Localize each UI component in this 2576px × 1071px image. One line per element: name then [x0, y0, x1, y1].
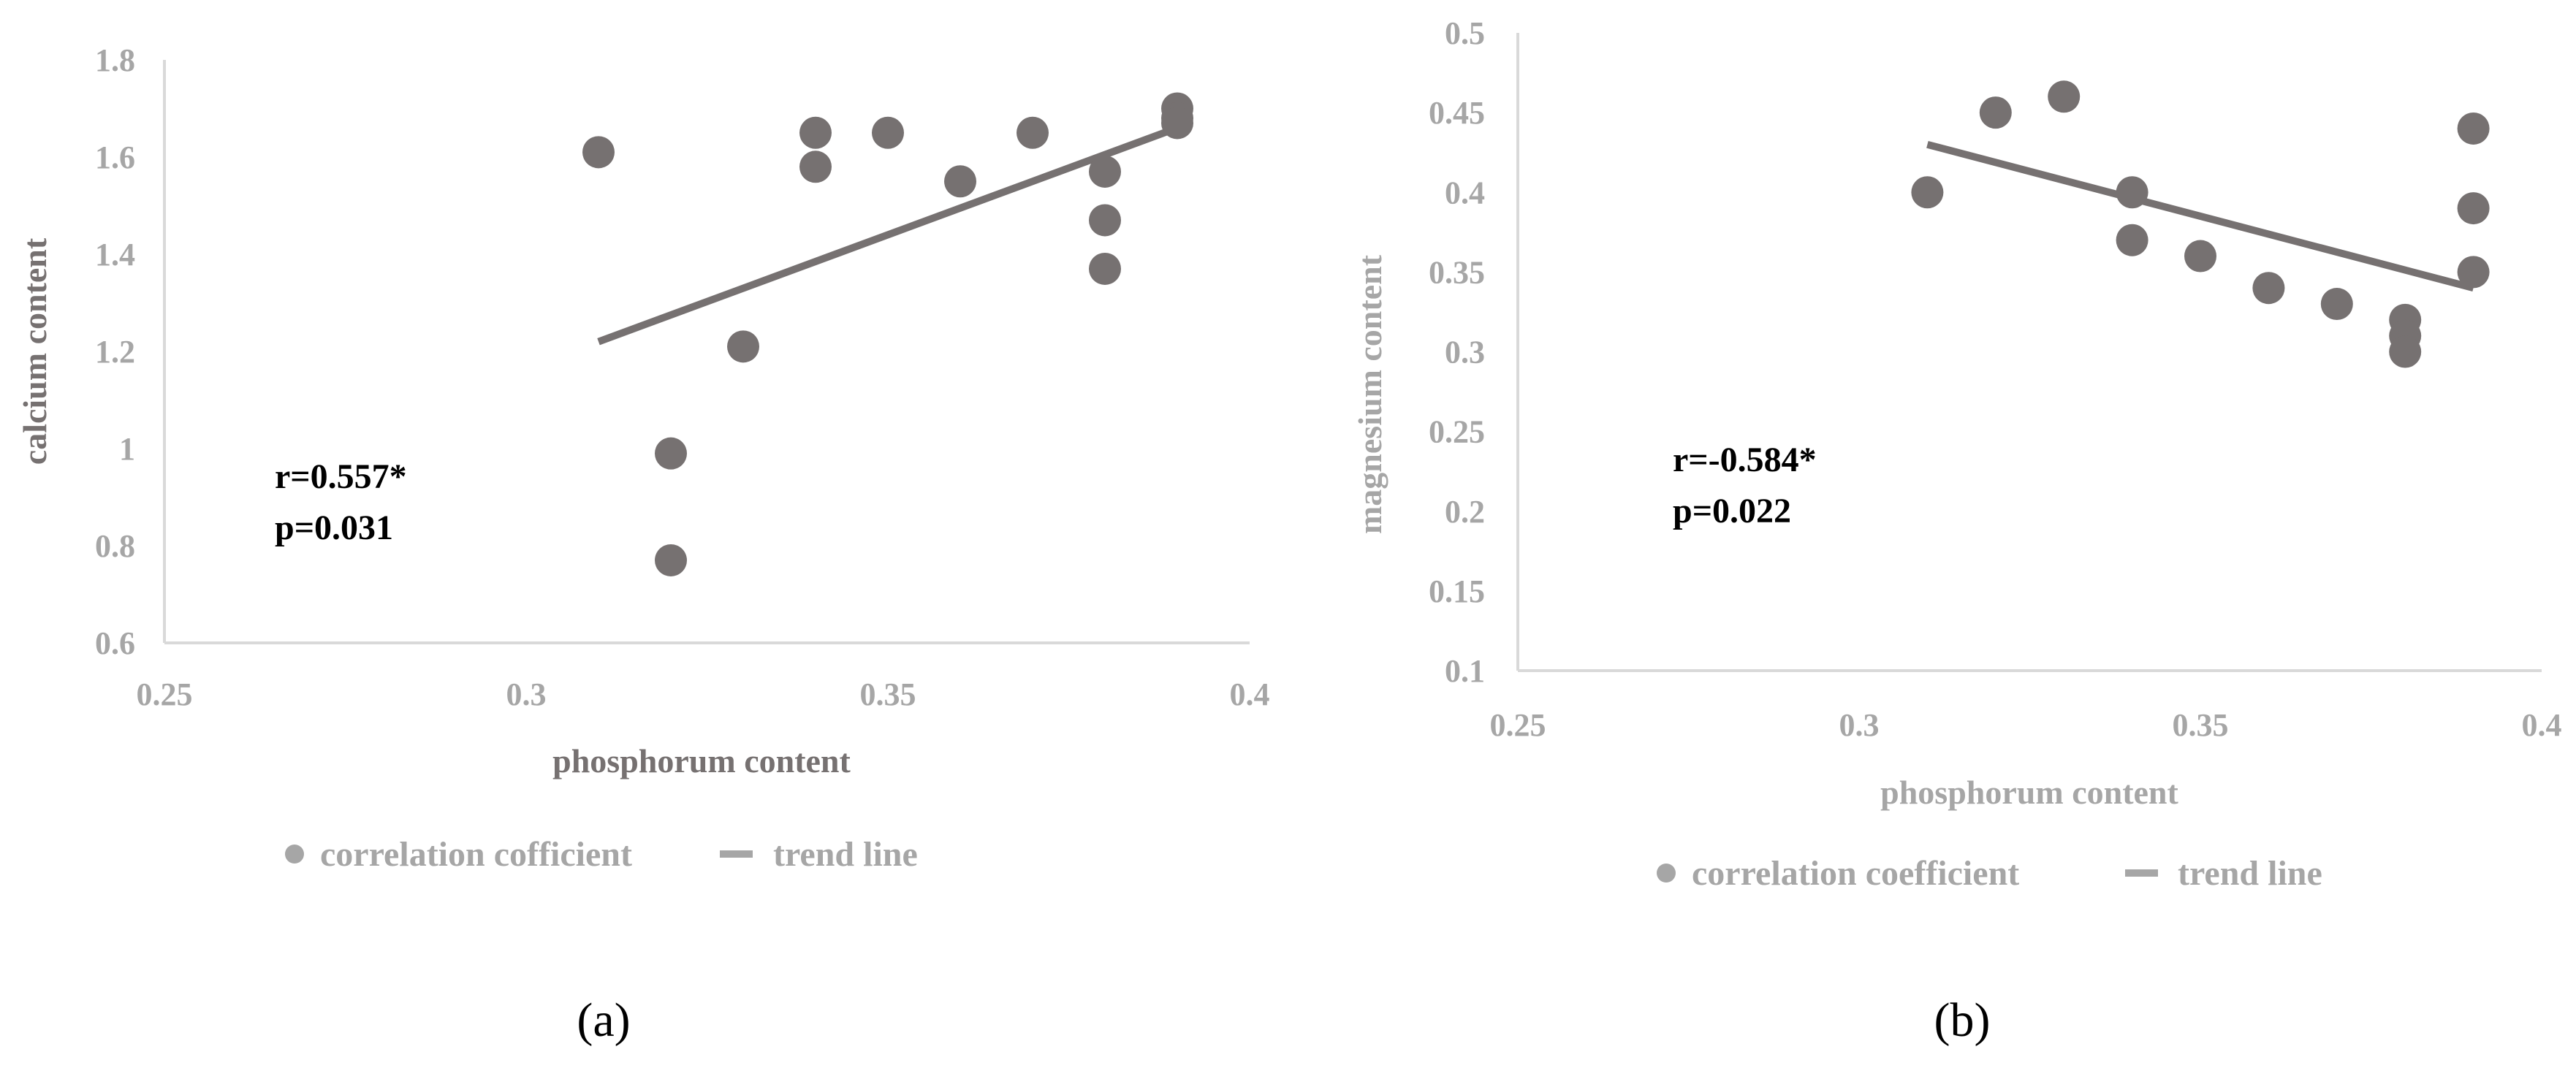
chart-b-y-tick-label: 0.15	[1429, 573, 1485, 609]
chart-b-y-tick-label: 0.5	[1445, 15, 1485, 51]
chart-a-r-value: r=0.557*	[275, 457, 407, 496]
chart-a-data-point	[799, 150, 832, 183]
chart-b-data-point	[2048, 80, 2081, 113]
chart-a-data-point	[582, 136, 615, 169]
chart-a-y-tick-label: 1.4	[95, 237, 135, 272]
chart-b-r-value: r=-0.584*	[1673, 441, 1817, 479]
chart-b-p-value: p=0.022	[1673, 492, 1791, 530]
chart-b-data-point	[1979, 96, 2012, 129]
chart-a-legend-points-label: correlation cofficient	[320, 835, 632, 874]
chart-a-legend-marker-points	[285, 845, 304, 864]
chart-a-p-value: p=0.031	[275, 508, 393, 547]
chart-b-data-point	[2252, 272, 2285, 305]
chart-a-x-tick-label: 0.4	[1230, 676, 1270, 712]
chart-b-data-point	[2116, 176, 2148, 209]
chart-a-y-tick-label: 1.2	[95, 334, 135, 370]
chart-a-data-point	[1089, 252, 1121, 285]
chart-b-x-tick-label: 0.3	[1839, 707, 1880, 743]
chart-a-y-tick-label: 1	[119, 431, 135, 467]
chart-a-data-point	[872, 116, 904, 149]
chart-a-data-point	[1089, 204, 1121, 237]
chart-b-y-tick-label: 0.25	[1429, 414, 1485, 450]
chart-a-data-point	[1161, 107, 1193, 140]
chart-a-y-tick-label: 0.6	[95, 625, 135, 661]
chart-b-data-point	[1911, 176, 1944, 209]
chart-a-trend-line-segment	[597, 124, 1179, 346]
chart-b-data-point	[2184, 240, 2216, 272]
chart-a-y-axis-title: calcium content	[16, 237, 53, 465]
chart-b-y-tick-label: 0.35	[1429, 254, 1485, 290]
chart-b-y-tick-label: 0.2	[1445, 494, 1485, 530]
chart-a-data-point	[655, 437, 687, 470]
chart-a-data-point	[727, 330, 759, 363]
chart-b-legend-marker-points	[1657, 864, 1676, 883]
chart-a-panel-label: (a)	[577, 994, 630, 1047]
chart-b-trend-line-segment	[1926, 140, 2474, 292]
chart-b-legend-trend-label: trend line	[2178, 854, 2322, 893]
chart-b-data-point	[2116, 224, 2148, 256]
chart-b-x-tick-label: 0.4	[2522, 707, 2562, 743]
chart-a: 0.6 0.8 1 1.2 1.4 1.6 1.8 0.25 0.3 0.35 0.4 calci…	[16, 42, 1270, 1047]
chart-a-data-point	[944, 165, 976, 198]
chart-a-x-ticks: 0.25 0.3 0.35 0.4	[137, 676, 1270, 712]
chart-a-data-point	[655, 544, 687, 576]
chart-b-data-point	[2320, 288, 2353, 321]
chart-b-x-ticks: 0.25 0.3 0.35 0.4	[1490, 707, 2562, 743]
chart-a-points	[582, 92, 1193, 576]
chart-b-legend-points-label: correlation coefficient	[1692, 854, 2019, 893]
chart-a-x-axis-title: phosphorum content	[552, 742, 851, 780]
chart-a-y-tick-label: 1.6	[95, 140, 135, 175]
chart-a-data-point	[1017, 116, 1049, 149]
chart-a-legend-trend-label: trend line	[773, 835, 918, 874]
chart-b-data-point	[2457, 112, 2490, 145]
chart-a-legend: correlation cofficient trend line	[285, 835, 918, 874]
chart-a-y-tick-label: 1.8	[95, 42, 135, 78]
chart-b-trend-line	[1926, 140, 2474, 292]
chart-a-x-tick-label: 0.3	[506, 676, 547, 712]
chart-a-x-tick-label: 0.25	[137, 676, 193, 712]
chart-b-x-tick-label: 0.25	[1490, 707, 1546, 743]
chart-b: 0.10.150.20.250.30.350.40.450.5 0.25 0.3 0…	[1351, 15, 2562, 1047]
chart-b-y-tick-label: 0.3	[1445, 335, 1485, 370]
chart-a-x-tick-label: 0.35	[860, 676, 916, 712]
chart-b-y-tick-label: 0.4	[1445, 175, 1485, 210]
chart-b-panel-label: (b)	[1934, 994, 1991, 1047]
chart-a-y-ticks: 0.6 0.8 1 1.2 1.4 1.6 1.8	[95, 42, 135, 661]
chart-b-data-point	[2389, 335, 2422, 368]
chart-a-trend-line	[597, 124, 1179, 346]
chart-b-y-tick-label: 0.1	[1445, 653, 1485, 689]
chart-a-y-tick-label: 0.8	[95, 528, 135, 564]
chart-b-y-tick-label: 0.45	[1429, 95, 1485, 131]
chart-b-legend: correlation coefficient trend line	[1657, 854, 2322, 893]
chart-b-points	[1911, 80, 2490, 368]
chart-b-y-ticks: 0.1 0.15 0.2 0.25 0.3 0.35 0.4 0.45 0.5	[1429, 15, 1485, 689]
chart-b-y-axis-title: magnesium content	[1351, 254, 1388, 534]
chart-b-data-point	[2457, 256, 2490, 289]
chart-b-x-axis-title: phosphorum content	[1880, 774, 2178, 811]
chart-a-data-point	[1089, 155, 1121, 188]
chart-b-data-point	[2457, 192, 2490, 225]
chart-a-data-point	[799, 116, 832, 149]
chart-b-x-tick-label: 0.35	[2173, 707, 2229, 743]
